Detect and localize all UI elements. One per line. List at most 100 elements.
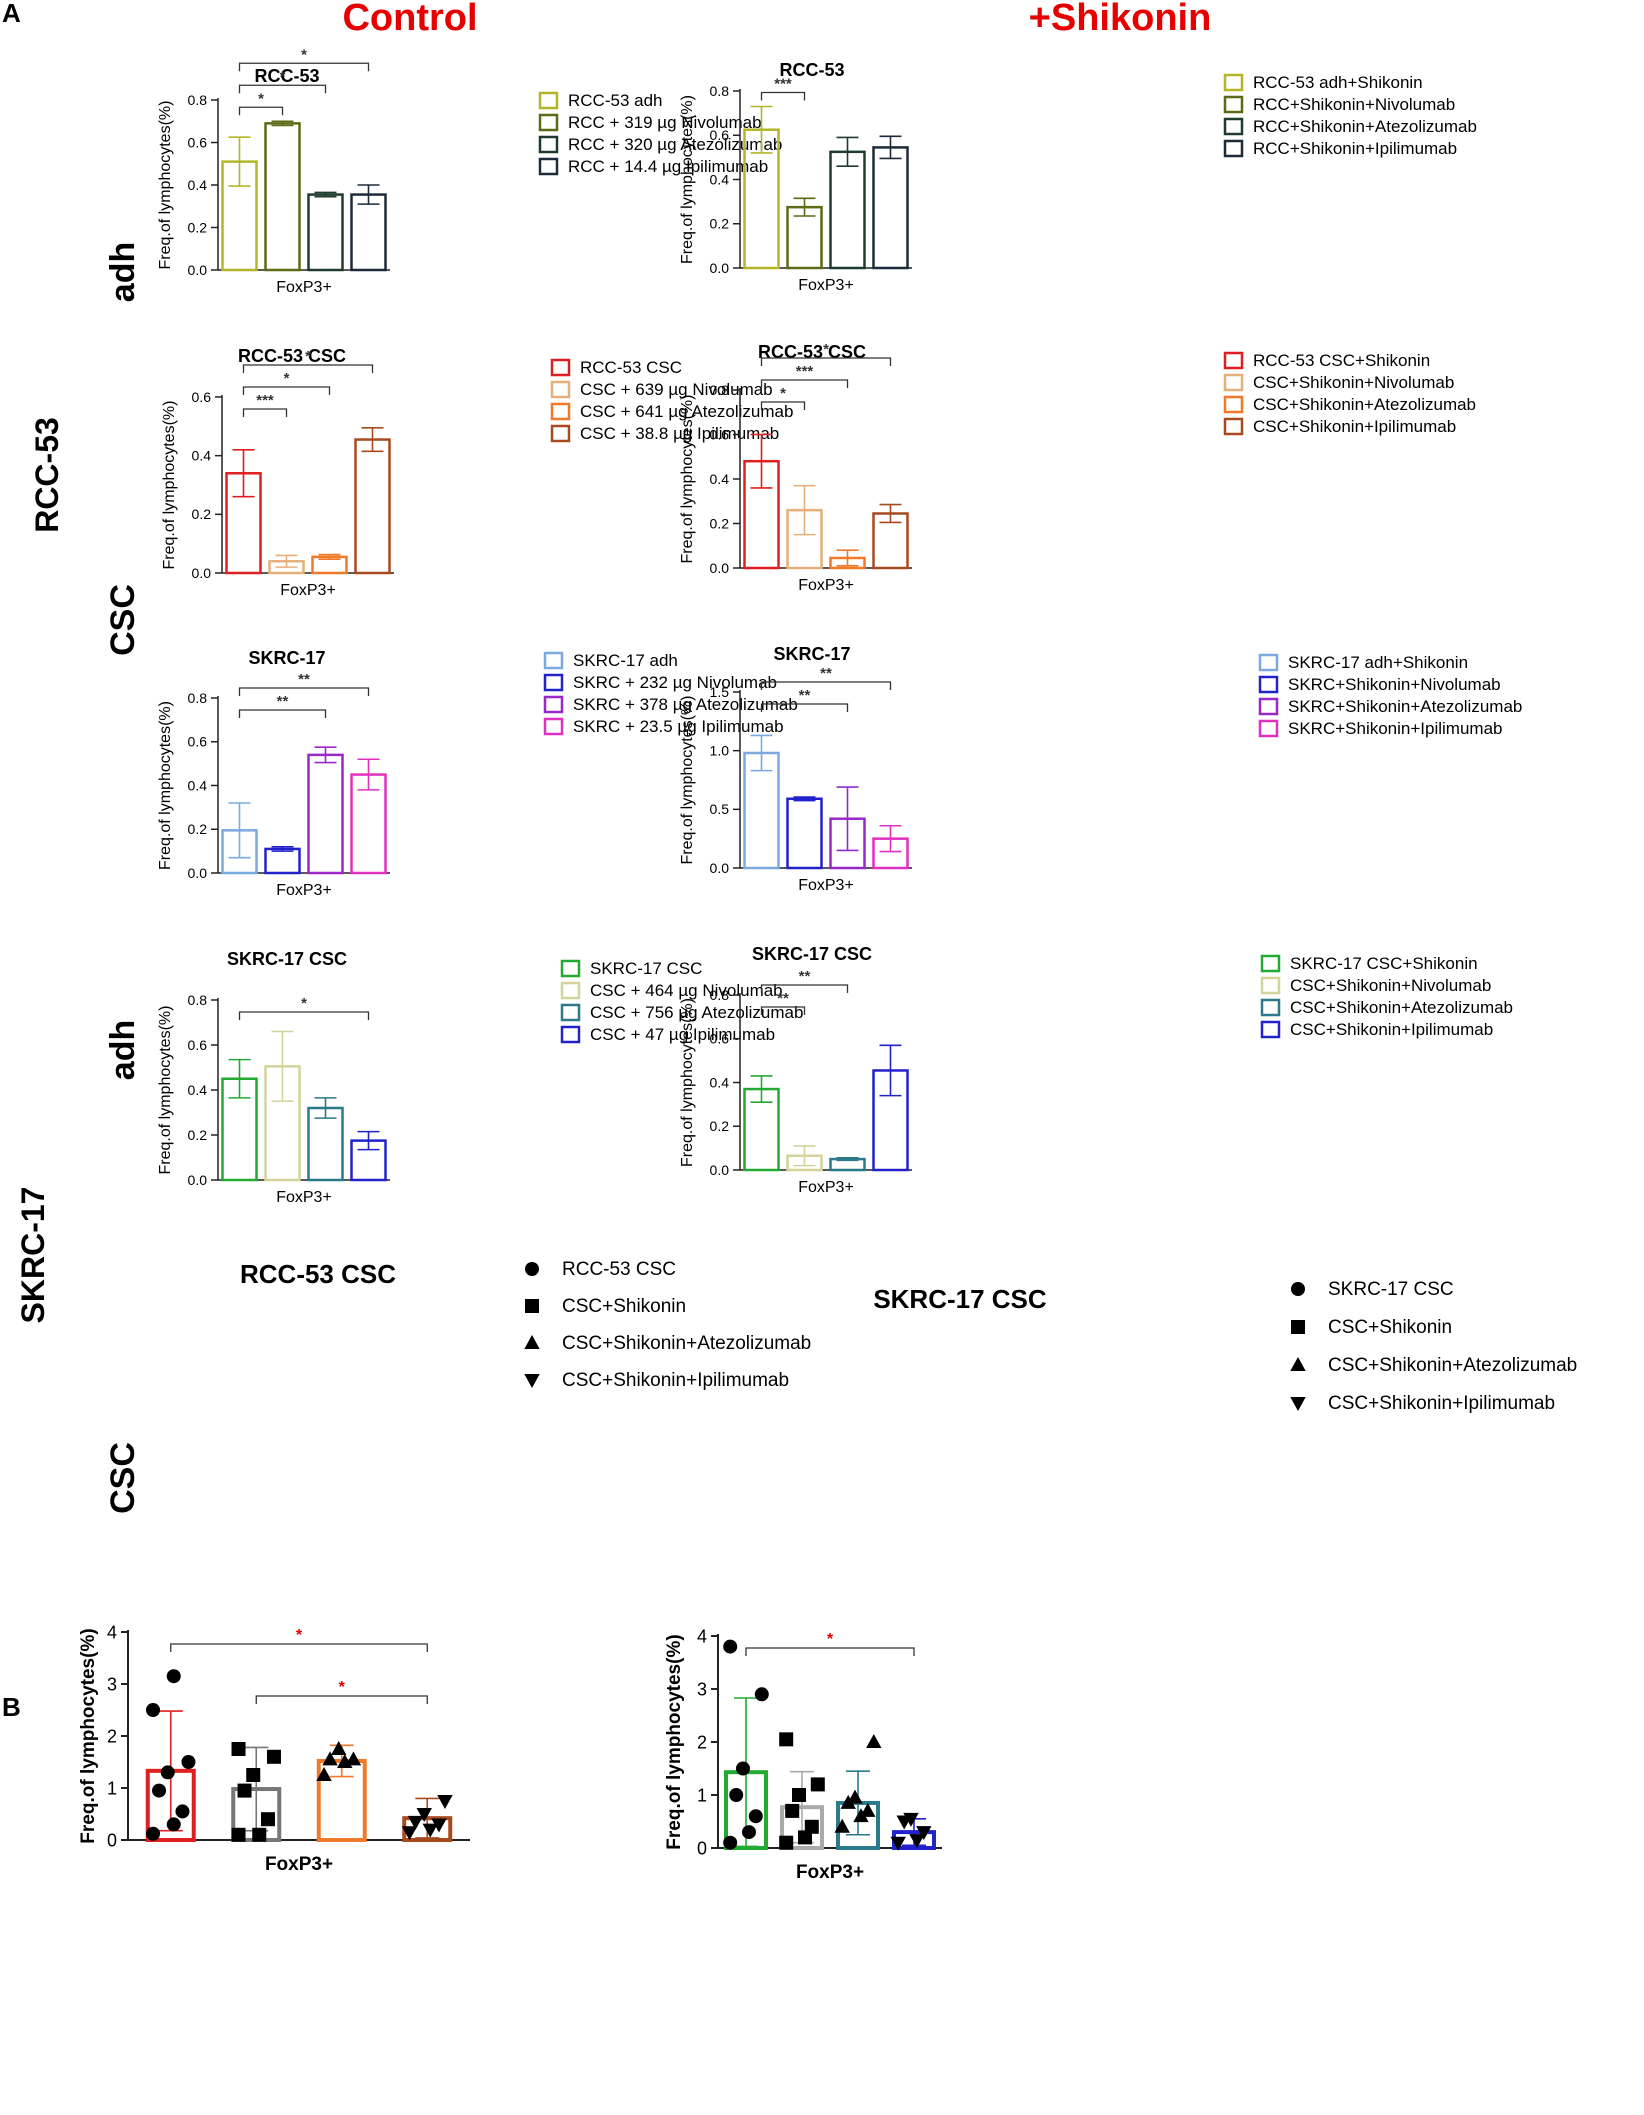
y-tick-label: 0.8: [710, 382, 730, 398]
data-point: [166, 1817, 181, 1832]
data-point: [252, 1827, 267, 1842]
significance-bracket: [760, 379, 849, 388]
legend-swatch: [1258, 719, 1279, 738]
y-tick-label: 0.6: [188, 734, 208, 750]
legend-label: SKRC-17 CSC: [1328, 1279, 1454, 1300]
y-tick-label: 0.2: [710, 1118, 730, 1134]
legend-swatch: [1258, 675, 1279, 694]
legend-label: RCC+Shikonin+Atezolizumab: [1253, 117, 1477, 136]
legend-label: SKRC-17 CSC: [590, 959, 702, 978]
x-axis-label: FoxP3+: [265, 1854, 333, 1875]
legend-label: RCC-53 adh+Shikonin: [1253, 73, 1423, 92]
legend-swatch: [1223, 95, 1244, 114]
chart-title: SKRC-17: [248, 648, 325, 668]
y-tick-label: 0.5: [710, 801, 730, 817]
significance-label: **: [820, 665, 832, 682]
y-axis-label: Freq.of lymphocytes(%): [679, 998, 696, 1167]
data-point: [847, 1789, 863, 1804]
legend-swatch: [550, 402, 571, 421]
data-point: [779, 1835, 794, 1850]
data-point: [723, 1835, 738, 1850]
y-tick-label: 0.6: [188, 134, 208, 150]
legend-swatch: [1223, 139, 1244, 158]
legend-label: CSC + 639 µg Nivolumab: [580, 380, 773, 399]
legend-label: CSC + 464 µg Nivolumab: [590, 981, 783, 1000]
y-tick-label: 0.2: [188, 821, 208, 837]
significance-bracket: [238, 687, 370, 696]
y-axis-label: Freq.of lymphocytes(%): [679, 395, 696, 564]
significance-label: *: [780, 385, 786, 402]
panel-a-label: A: [2, 0, 21, 28]
y-axis-label: Freq.of lymphocytes(%): [157, 701, 174, 870]
legend-swatch: [1223, 73, 1244, 92]
chart-title: RCC-53 CSC: [238, 346, 346, 366]
legend-swatch: [543, 695, 564, 714]
y-tick-label: 0.0: [710, 260, 730, 276]
bar-2: [264, 122, 301, 272]
legend-marker: [1290, 1397, 1306, 1412]
y-tick-label: 0.6: [710, 1031, 730, 1047]
significance-bracket: [238, 1011, 370, 1020]
legend-marker: [1291, 1282, 1305, 1296]
y-tick-label: 0.2: [188, 219, 208, 235]
data-point: [736, 1761, 750, 1776]
row-label-skrc17: SKRC-17: [15, 1187, 51, 1324]
significance-label: *: [258, 90, 264, 107]
legend-label: CSC+Shikonin+Atezolizumab: [1328, 1355, 1577, 1376]
y-tick-label: 0.0: [192, 565, 212, 581]
subrow-label-csc-1: CSC: [104, 584, 142, 656]
y-tick-label: 2: [697, 1732, 707, 1752]
significance-bracket: [745, 1647, 915, 1656]
y-tick-label: 0.6: [710, 127, 730, 143]
significance-label: *: [284, 370, 290, 387]
legend-label: RCC-53 adh: [568, 91, 663, 110]
chart-a3: RCC-53 CSC 0.0 0.2 0.4 0.6 Freq.of lymphocyte…: [161, 346, 793, 599]
data-point: [890, 1836, 906, 1851]
significance-bracket: [760, 401, 806, 410]
legend-swatch: [1258, 697, 1279, 716]
data-point: [175, 1804, 190, 1819]
legend-label: CSC+Shikonin+Ipilimumab: [562, 1370, 789, 1391]
legend-swatch: [538, 157, 559, 176]
data-point: [437, 1795, 453, 1810]
data-point: [422, 1823, 438, 1838]
legend-label: CSC+Shikonin: [1328, 1317, 1452, 1338]
legend-marker: [1291, 1320, 1305, 1334]
data-point: [146, 1826, 161, 1841]
data-point: [834, 1818, 850, 1833]
x-axis-label: FoxP3+: [798, 577, 854, 594]
legend-label: CSC + 756 µg Atezolizumab: [590, 1003, 803, 1022]
significance-label: **: [298, 671, 310, 688]
y-tick-label: 0.4: [188, 177, 208, 193]
row-label-rcc53: RCC-53: [29, 417, 65, 533]
legend-label: SKRC+Shikonin+Atezolizumab: [1288, 697, 1522, 716]
significance-bracket: [242, 386, 331, 395]
y-tick-label: 0.6: [188, 1037, 208, 1053]
chart-a4: RCC-53 CSC 0.0 0.2 0.4 0.6 0.8 Freq.of lymphoc…: [679, 341, 1476, 594]
control-header: Control: [342, 0, 477, 39]
legend-swatch: [1260, 976, 1281, 995]
legend-label: CSC+Shikonin+Ipilimumab: [1290, 1020, 1493, 1039]
legend-marker: [1290, 1356, 1306, 1371]
legend-label: SKRC + 232 µg Nivolumab: [573, 673, 777, 692]
significance-label: **: [799, 968, 811, 985]
legend-label: CSC+Shikonin+Atezolizumab: [562, 1333, 811, 1354]
chart-title: SKRC-17 CSC: [752, 944, 872, 964]
data-point: [166, 1669, 181, 1684]
x-axis-label: FoxP3+: [276, 882, 332, 899]
significance-bracket: [760, 91, 806, 101]
legend-label: CSC + 38.8 µg Ipilimumab: [580, 424, 779, 443]
legend-label: SKRC+Shikonin+Ipilimumab: [1288, 719, 1503, 738]
chart-a2: RCC-53 0.0 0.2 0.4 0.6 0.8 Freq.of lymphocytes…: [679, 60, 1477, 294]
x-axis-label: FoxP3+: [796, 1862, 864, 1883]
legend-label: CSC+Shikonin+Nivolumab: [1253, 373, 1454, 392]
significance-label: ***: [796, 363, 814, 380]
legend-swatch: [1223, 117, 1244, 136]
significance-bracket: [170, 1643, 428, 1652]
data-point: [331, 1740, 347, 1755]
chart-title: RCC-53: [779, 60, 844, 80]
y-tick-label: 0.4: [710, 471, 730, 487]
significance-label: ***: [774, 75, 792, 92]
legend-swatch: [1260, 1020, 1281, 1039]
